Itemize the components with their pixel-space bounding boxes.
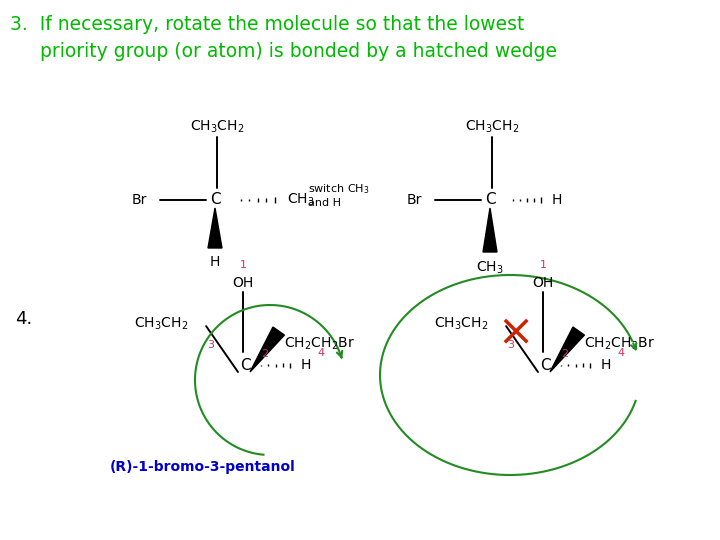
Text: CH$_3$CH$_2$: CH$_3$CH$_2$ (134, 316, 188, 332)
Text: 2: 2 (561, 349, 568, 359)
Polygon shape (483, 208, 497, 252)
Text: 1: 1 (539, 260, 546, 270)
Text: 2: 2 (261, 349, 268, 359)
Polygon shape (250, 327, 284, 372)
Text: OH: OH (532, 276, 554, 290)
Text: 4.: 4. (15, 310, 32, 328)
Text: 3.  If necessary, rotate the molecule so that the lowest: 3. If necessary, rotate the molecule so … (10, 15, 524, 34)
Text: CH$_2$CH$_2$Br: CH$_2$CH$_2$Br (584, 336, 654, 353)
Text: C: C (485, 192, 495, 207)
Text: H: H (210, 255, 220, 269)
Text: CH$_3$: CH$_3$ (476, 260, 504, 276)
Text: 4: 4 (317, 348, 324, 358)
Text: CH$_3$CH$_2$: CH$_3$CH$_2$ (433, 316, 488, 332)
Text: C: C (210, 192, 220, 207)
Text: 3: 3 (207, 340, 215, 350)
Text: CH$_3$CH$_2$: CH$_3$CH$_2$ (190, 119, 244, 135)
Polygon shape (550, 327, 585, 372)
Text: 1: 1 (240, 260, 246, 270)
Text: H: H (601, 358, 611, 372)
Text: (R)-1-bromo-3-pentanol: (R)-1-bromo-3-pentanol (110, 460, 296, 474)
Text: CH$_2$CH$_2$Br: CH$_2$CH$_2$Br (284, 336, 355, 353)
Text: C: C (240, 357, 251, 373)
Text: Br: Br (132, 193, 147, 207)
Text: C: C (540, 357, 550, 373)
Text: CH$_3$CH$_2$: CH$_3$CH$_2$ (465, 119, 519, 135)
Polygon shape (208, 208, 222, 248)
Text: H: H (552, 193, 562, 207)
Text: 4: 4 (617, 348, 624, 358)
Text: switch CH$_3$
and H: switch CH$_3$ and H (308, 183, 369, 208)
Text: OH: OH (233, 276, 253, 290)
Text: 3: 3 (508, 340, 515, 350)
Text: Br: Br (407, 193, 422, 207)
Text: H: H (301, 358, 311, 372)
Text: priority group (or atom) is bonded by a hatched wedge: priority group (or atom) is bonded by a … (10, 42, 557, 61)
Text: CH$_3$: CH$_3$ (287, 192, 315, 208)
